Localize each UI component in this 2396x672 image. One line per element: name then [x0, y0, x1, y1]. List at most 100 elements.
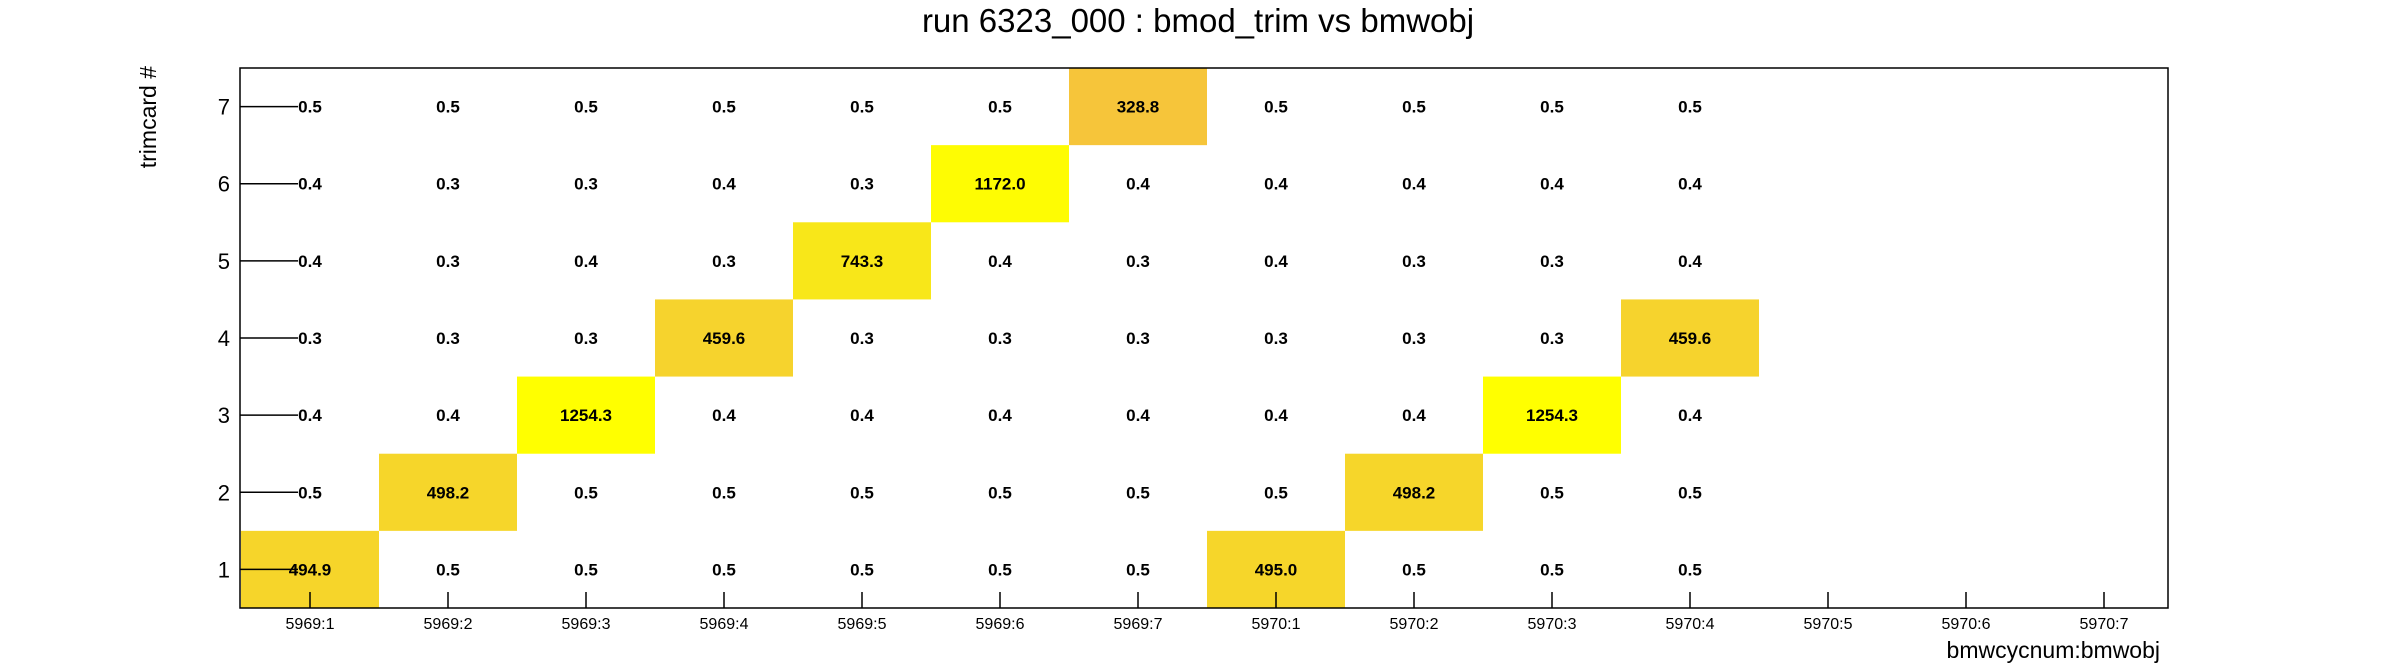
cell-value-label: 0.5: [574, 560, 598, 579]
y-tick-label: 5: [218, 249, 230, 274]
x-tick-label: 5969:6: [976, 616, 1025, 633]
x-tick-label: 5970:6: [1942, 616, 1991, 633]
cell-value-label: 0.5: [1540, 483, 1564, 502]
cell-value-label: 0.4: [1126, 175, 1150, 194]
cell-value-label: 0.3: [1264, 329, 1288, 348]
cell-value-label: 0.3: [988, 329, 1012, 348]
x-tick-label: 5970:1: [1252, 616, 1301, 633]
cell-value-label: 0.5: [1126, 560, 1150, 579]
cell-value-label: 0.5: [712, 560, 736, 579]
cell-value-label: 0.5: [712, 483, 736, 502]
y-tick-label: 6: [218, 172, 230, 197]
cell-value-label: 0.4: [1126, 406, 1150, 425]
cell-value-label: 0.4: [298, 406, 322, 425]
x-tick-label: 5969:7: [1114, 616, 1163, 633]
x-tick-label: 5969:3: [562, 616, 611, 633]
plot-frame: [239, 67, 2169, 609]
cell-value-label: 0.3: [850, 329, 874, 348]
cell-value-label: 0.5: [1264, 98, 1288, 117]
cell-value-label: 0.4: [1678, 406, 1702, 425]
cell-value-label: 0.5: [850, 98, 874, 117]
cell-value-label: 0.5: [436, 98, 460, 117]
cell-value-label: 0.5: [1678, 483, 1702, 502]
heatmap-cell: [1483, 376, 1621, 454]
x-tick-label: 5969:5: [838, 616, 887, 633]
cell-value-label: 0.4: [1264, 175, 1288, 194]
x-tick-label: 5970:4: [1666, 616, 1715, 633]
cell-value-label: 459.6: [1669, 329, 1712, 348]
cell-value-label: 0.4: [988, 406, 1012, 425]
cell-value-label: 0.5: [1264, 483, 1288, 502]
cell-value-label: 0.5: [850, 483, 874, 502]
cell-value-label: 0.5: [1402, 98, 1426, 117]
cell-value-label: 0.4: [1678, 252, 1702, 271]
cell-value-label: 0.4: [1540, 175, 1564, 194]
x-tick-label: 5969:2: [424, 616, 473, 633]
x-tick-label: 5970:7: [2080, 616, 2129, 633]
heatmap-cells: [241, 68, 1759, 608]
y-axis: 1 2 3 4 5 6 7: [218, 95, 298, 582]
cell-value-label: 494.9: [289, 560, 332, 579]
cell-value-label: 495.0: [1255, 560, 1298, 579]
heatmap-cell: [1345, 453, 1483, 531]
heatmap-cell: [1621, 299, 1759, 377]
cell-value-label: 0.4: [988, 252, 1012, 271]
cell-value-label: 0.3: [850, 175, 874, 194]
cell-value-label: 0.5: [988, 483, 1012, 502]
cell-value-label: 459.6: [703, 329, 746, 348]
cell-value-label: 0.4: [1678, 175, 1702, 194]
heatmap-cell: [931, 145, 1069, 223]
cell-value-label: 498.2: [427, 483, 470, 502]
cell-value-label: 0.3: [1540, 329, 1564, 348]
cell-value-label: 0.4: [298, 252, 322, 271]
cell-value-label: 0.5: [850, 560, 874, 579]
cell-value-label: 0.5: [298, 98, 322, 117]
cell-value-label: 0.5: [1126, 483, 1150, 502]
cell-value-label: 0.4: [712, 175, 736, 194]
cell-value-label: 0.5: [574, 483, 598, 502]
cell-value-label: 0.3: [712, 252, 736, 271]
cell-value-label: 1254.3: [1526, 406, 1578, 425]
cell-value-label: 0.5: [1678, 560, 1702, 579]
heatmap-cell: [1069, 68, 1207, 146]
cell-value-label: 0.4: [1264, 406, 1288, 425]
x-tick-label: 5970:5: [1804, 616, 1853, 633]
cell-value-label: 0.3: [1402, 252, 1426, 271]
x-tick-label: 5970:3: [1528, 616, 1577, 633]
cell-value-label: 0.3: [1126, 329, 1150, 348]
cell-value-label: 328.8: [1117, 98, 1160, 117]
y-tick-label: 4: [218, 326, 230, 351]
cell-value-label: 0.5: [1540, 560, 1564, 579]
x-tick-label: 5969:4: [700, 616, 749, 633]
cell-value-label: 0.3: [574, 329, 598, 348]
x-tick-label: 5969:1: [286, 616, 335, 633]
cell-value-label: 498.2: [1393, 483, 1436, 502]
cell-value-label: 0.3: [1402, 329, 1426, 348]
cell-value-label: 1254.3: [560, 406, 612, 425]
cell-value-label: 0.5: [988, 560, 1012, 579]
heatmap-cell: [517, 376, 655, 454]
cell-value-label: 0.5: [574, 98, 598, 117]
cell-value-label: 1172.0: [974, 175, 1025, 194]
cell-labels: 494.9 0.5 0.5 0.5 0.5 0.5 0.5 495.0 0.5 0.5 0.5 0.5…: [289, 98, 1712, 580]
cell-value-label: 0.4: [298, 175, 322, 194]
cell-value-label: 0.4: [712, 406, 736, 425]
cell-value-label: 0.3: [436, 329, 460, 348]
x-tick-label: 5970:2: [1390, 616, 1439, 633]
y-tick-label: 7: [218, 95, 230, 120]
cell-value-label: 0.3: [436, 252, 460, 271]
cell-value-label: 0.3: [1126, 252, 1150, 271]
heatmap-cell: [655, 299, 793, 377]
cell-value-label: 0.5: [298, 483, 322, 502]
x-axis: 5969:1 5969:2 5969:3 5969:4 5969:5 5969:6 5969…: [286, 592, 2129, 633]
y-tick-label: 1: [218, 557, 230, 582]
cell-value-label: 0.3: [1540, 252, 1564, 271]
cell-value-label: 743.3: [841, 252, 884, 271]
cell-value-label: 0.4: [1402, 175, 1426, 194]
y-tick-label: 2: [218, 480, 230, 505]
y-axis-title: trimcard #: [135, 66, 161, 168]
cell-value-label: 0.4: [1402, 406, 1426, 425]
cell-value-label: 0.5: [436, 560, 460, 579]
cell-value-label: 0.4: [574, 252, 598, 271]
chart-title: run 6323_000 : bmod_trim vs bmwobj: [922, 2, 1474, 39]
